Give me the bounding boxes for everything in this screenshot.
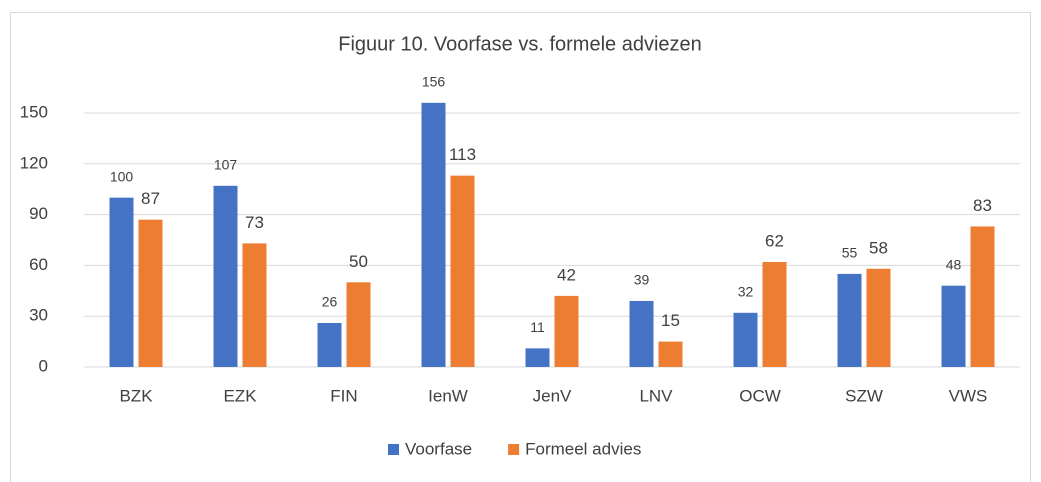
bar	[346, 282, 371, 367]
bar	[138, 219, 163, 367]
data-label: 73	[245, 213, 264, 232]
data-label: 26	[322, 294, 338, 310]
data-label: 42	[557, 265, 576, 284]
legend-swatch	[508, 444, 520, 455]
data-label: 32	[738, 284, 754, 300]
y-tick-label: 90	[29, 204, 48, 223]
data-label: 83	[973, 196, 992, 215]
data-label: 15	[661, 311, 680, 330]
data-label: 39	[634, 272, 650, 288]
data-label: 113	[449, 145, 476, 164]
legend-swatch	[388, 444, 399, 455]
bar	[733, 312, 758, 367]
x-tick-label: FIN	[330, 386, 357, 405]
data-label: 48	[946, 256, 962, 272]
bar	[242, 243, 267, 367]
legend-label: Formeel advies	[525, 439, 641, 458]
bar	[525, 348, 550, 367]
legend-label: Voorfase	[405, 439, 472, 458]
data-label: 87	[141, 189, 160, 208]
y-tick-label: 150	[20, 102, 48, 121]
data-label: 58	[869, 238, 888, 257]
bar	[629, 300, 654, 367]
bar	[970, 226, 995, 367]
bar	[450, 175, 475, 367]
bar	[421, 102, 446, 367]
data-label: 107	[214, 157, 238, 173]
bar	[941, 285, 966, 367]
data-label: 62	[765, 231, 784, 250]
y-tick-label: 30	[29, 306, 48, 325]
x-tick-label: IenW	[428, 386, 468, 405]
y-tick-label: 0	[39, 356, 48, 375]
bar	[658, 341, 683, 367]
x-tick-label: OCW	[739, 386, 781, 405]
bar	[317, 322, 342, 367]
data-label: 55	[842, 245, 858, 261]
chart-title: Figuur 10. Voorfase vs. formele adviezen	[338, 33, 702, 55]
bar	[109, 197, 134, 367]
x-tick-label: EZK	[223, 386, 257, 405]
x-tick-label: BZK	[119, 386, 153, 405]
bar	[213, 185, 238, 367]
x-tick-label: SZW	[845, 386, 883, 405]
y-tick-label: 60	[29, 255, 48, 274]
x-tick-label: LNV	[639, 386, 673, 405]
x-tick-label: JenV	[533, 386, 572, 405]
bar	[554, 295, 579, 367]
bar	[866, 268, 891, 367]
y-tick-label: 120	[20, 153, 48, 172]
x-tick-label: VWS	[949, 386, 988, 405]
data-label: 100	[110, 168, 134, 184]
data-label: 50	[349, 252, 368, 271]
data-label: 156	[422, 74, 446, 90]
data-label: 11	[530, 319, 545, 335]
chart-border	[10, 12, 1031, 482]
bar	[837, 273, 862, 367]
bar	[762, 262, 787, 367]
